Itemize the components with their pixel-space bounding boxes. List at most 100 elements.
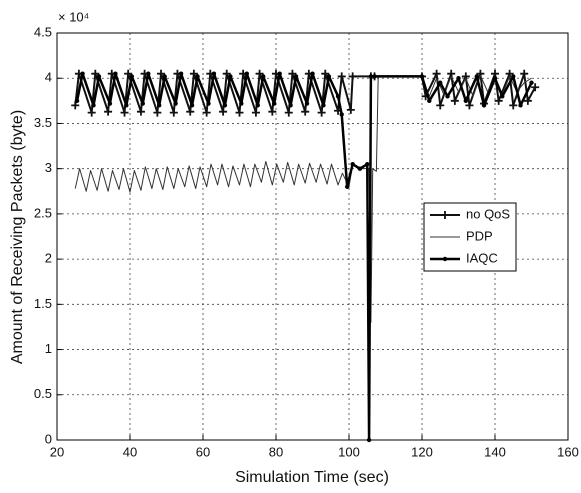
x-tick-label: 140 — [484, 444, 506, 459]
series-line — [75, 72, 533, 442]
marker — [326, 74, 332, 79]
marker — [288, 103, 293, 108]
marker — [251, 108, 260, 117]
marker — [189, 69, 198, 78]
y-tick-label: 0.5 — [34, 386, 52, 401]
marker — [71, 101, 80, 110]
marker — [531, 83, 540, 92]
y-tick-label: 2.5 — [34, 205, 52, 220]
marker — [120, 108, 129, 117]
y-tick-label: 4 — [45, 70, 52, 85]
marker — [445, 94, 450, 99]
marker — [368, 74, 374, 79]
marker — [432, 69, 441, 78]
legend-label: no QoS — [466, 206, 510, 221]
marker — [509, 101, 518, 110]
marker — [419, 74, 425, 79]
marker — [494, 96, 503, 105]
y-axis-label: Amount of Receiving Packets (byte) — [9, 110, 26, 364]
marker — [317, 108, 326, 117]
marker — [87, 108, 96, 117]
marker — [211, 71, 217, 76]
plot-frame — [56, 32, 569, 441]
marker — [140, 101, 145, 106]
marker — [344, 184, 350, 189]
marker — [481, 103, 487, 108]
marker — [465, 101, 474, 110]
y-tick-label: 1.5 — [34, 296, 52, 311]
marker — [366, 437, 372, 443]
x-axis-label: Simulation Time (sec) — [235, 469, 389, 486]
marker — [157, 103, 162, 108]
marker — [438, 80, 443, 85]
marker — [235, 108, 244, 117]
y-multiplier: × 10⁴ — [58, 9, 89, 24]
y-tick-label: 0 — [45, 431, 52, 446]
marker — [301, 107, 310, 116]
marker — [456, 76, 461, 81]
marker — [186, 107, 195, 116]
marker — [261, 74, 266, 79]
marker — [304, 101, 310, 106]
marker — [91, 69, 100, 78]
x-tick-label: 120 — [411, 444, 433, 459]
marker — [124, 103, 129, 108]
y-tick-label: 3.5 — [34, 115, 52, 130]
marker — [96, 74, 102, 79]
marker — [189, 103, 195, 108]
marker — [293, 74, 299, 79]
marker — [206, 101, 211, 106]
marker — [255, 103, 260, 108]
legend-label: IAQC — [466, 250, 498, 265]
legend: no QoS PDP IAQC — [423, 202, 517, 272]
marker — [129, 74, 135, 79]
marker — [463, 98, 468, 104]
marker — [113, 71, 118, 76]
marker — [518, 103, 523, 108]
legend-marker — [442, 256, 448, 262]
x-tick-label: 40 — [123, 444, 137, 459]
marker — [74, 98, 80, 104]
marker — [222, 103, 228, 108]
marker — [348, 72, 357, 81]
marker — [310, 71, 315, 76]
y-tick-label: 4.5 — [34, 24, 52, 39]
marker — [529, 80, 534, 85]
marker — [335, 94, 341, 99]
marker — [169, 108, 178, 117]
marker — [173, 101, 178, 106]
marker — [228, 74, 233, 79]
marker — [523, 96, 532, 105]
marker — [195, 74, 200, 79]
marker — [80, 71, 85, 76]
marker — [222, 69, 231, 78]
marker — [271, 101, 277, 106]
marker — [104, 107, 113, 116]
legend-label: PDP — [466, 228, 493, 243]
x-tick-label: 80 — [269, 444, 283, 459]
marker — [436, 101, 445, 110]
marker — [219, 107, 228, 116]
marker — [474, 74, 479, 79]
marker — [346, 105, 355, 114]
marker — [146, 71, 151, 76]
marker — [91, 103, 96, 108]
marker — [339, 112, 344, 117]
marker — [124, 69, 133, 78]
x-tick-label: 60 — [196, 444, 210, 459]
marker — [107, 101, 113, 106]
marker — [350, 161, 355, 167]
marker — [239, 101, 244, 106]
marker — [500, 94, 505, 99]
marker — [255, 69, 264, 78]
x-tick-label: 100 — [338, 444, 360, 459]
marker — [321, 69, 330, 78]
y-tick-label: 2 — [45, 251, 52, 266]
marker — [162, 74, 167, 79]
marker — [357, 166, 363, 171]
y-tick-label: 1 — [45, 341, 52, 356]
marker — [288, 69, 297, 78]
marker — [284, 108, 293, 117]
